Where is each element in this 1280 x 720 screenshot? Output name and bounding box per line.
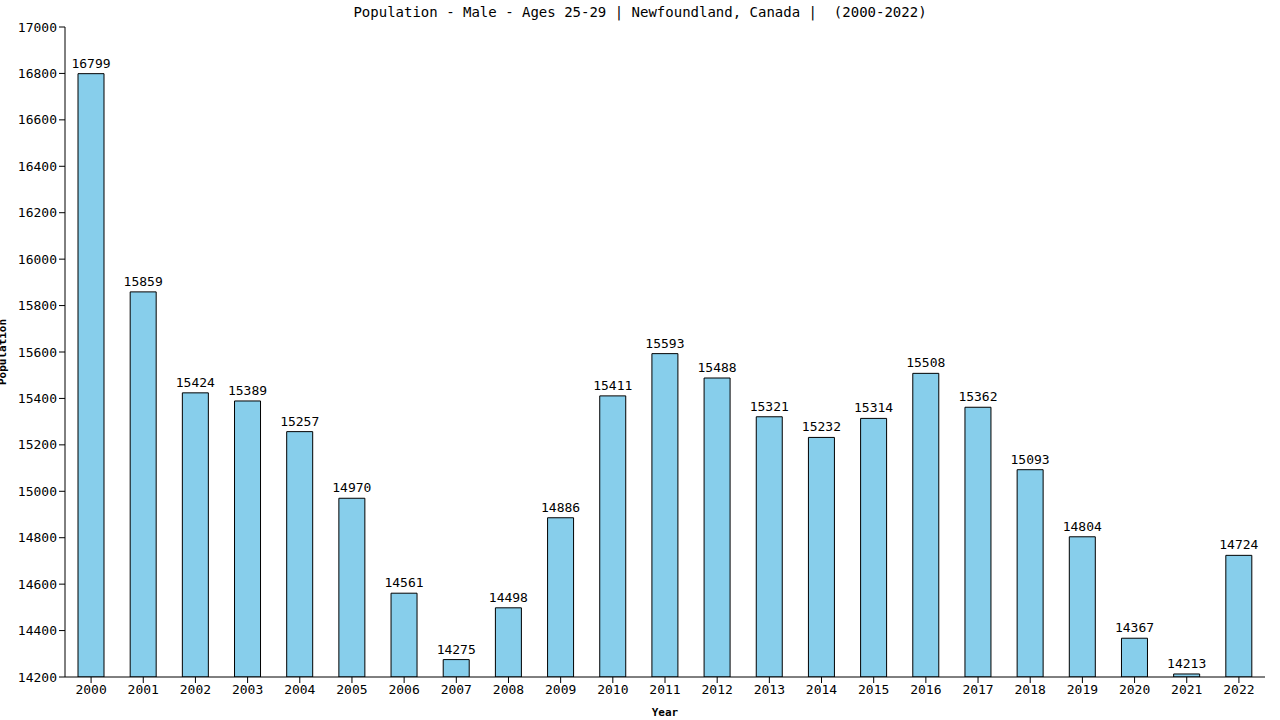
svg-text:14970: 14970 <box>332 480 371 495</box>
svg-text:2013: 2013 <box>754 682 785 697</box>
svg-text:Population: Population <box>8 319 9 385</box>
svg-text:2003: 2003 <box>232 682 263 697</box>
svg-text:2009: 2009 <box>545 682 576 697</box>
svg-text:15321: 15321 <box>750 399 789 414</box>
svg-text:15600: 15600 <box>18 345 57 360</box>
svg-text:2004: 2004 <box>284 682 315 697</box>
svg-text:15200: 15200 <box>18 437 57 452</box>
html-text:Population - Male - Ages 25-29: Population - Male - Ages 25-29 | Newfoun… <box>353 4 927 20</box>
svg-text:14804: 14804 <box>1063 519 1102 534</box>
svg-text:15362: 15362 <box>958 389 997 404</box>
svg-text:2018: 2018 <box>1015 682 1046 697</box>
svg-text:15800: 15800 <box>18 298 57 313</box>
svg-text:15593: 15593 <box>645 336 684 351</box>
svg-text:16400: 16400 <box>18 159 57 174</box>
svg-text:15389: 15389 <box>228 383 267 398</box>
svg-text:15000: 15000 <box>18 484 57 499</box>
svg-text:14200: 14200 <box>18 670 57 685</box>
svg-text:14400: 14400 <box>18 623 57 638</box>
svg-text:2000: 2000 <box>75 682 106 697</box>
svg-text:2001: 2001 <box>128 682 159 697</box>
svg-text:15314: 15314 <box>854 400 893 415</box>
svg-text:2011: 2011 <box>649 682 680 697</box>
svg-text:15400: 15400 <box>18 391 57 406</box>
svg-text:14275: 14275 <box>437 642 476 657</box>
svg-text:15411: 15411 <box>593 378 632 393</box>
svg-text:2019: 2019 <box>1067 682 1098 697</box>
svg-text:Year: Year <box>652 706 679 719</box>
svg-text:15232: 15232 <box>802 419 841 434</box>
svg-text:16799: 16799 <box>71 56 110 71</box>
svg-text:14724: 14724 <box>1219 537 1258 552</box>
svg-text:2002: 2002 <box>180 682 211 697</box>
svg-text:15093: 15093 <box>1011 452 1050 467</box>
svg-text:16800: 16800 <box>18 66 57 81</box>
svg-text:14498: 14498 <box>489 590 528 605</box>
svg-text:2014: 2014 <box>806 682 837 697</box>
svg-text:15257: 15257 <box>280 414 319 429</box>
svg-text:2008: 2008 <box>493 682 524 697</box>
svg-text:17000: 17000 <box>18 20 57 35</box>
svg-text:2006: 2006 <box>388 682 419 697</box>
svg-text:2016: 2016 <box>910 682 941 697</box>
svg-text:2005: 2005 <box>336 682 367 697</box>
svg-text:16600: 16600 <box>18 112 57 127</box>
svg-text:2020: 2020 <box>1119 682 1150 697</box>
svg-text:15488: 15488 <box>698 360 737 375</box>
svg-text:14886: 14886 <box>541 500 580 515</box>
svg-text:2012: 2012 <box>702 682 733 697</box>
svg-text:14600: 14600 <box>18 577 57 592</box>
svg-text:15424: 15424 <box>176 375 215 390</box>
svg-text:2015: 2015 <box>858 682 889 697</box>
svg-text:14213: 14213 <box>1167 656 1206 671</box>
svg-text:2021: 2021 <box>1171 682 1202 697</box>
svg-text:15859: 15859 <box>124 274 163 289</box>
svg-text:16000: 16000 <box>18 252 57 267</box>
svg-text:2007: 2007 <box>441 682 472 697</box>
svg-text:2022: 2022 <box>1223 682 1254 697</box>
svg-text:14367: 14367 <box>1115 620 1154 635</box>
svg-text:2010: 2010 <box>597 682 628 697</box>
svg-text:15508: 15508 <box>906 355 945 370</box>
svg-text:14561: 14561 <box>384 575 423 590</box>
svg-text:14800: 14800 <box>18 530 57 545</box>
svg-text:2017: 2017 <box>962 682 993 697</box>
svg-text:16200: 16200 <box>18 205 57 220</box>
